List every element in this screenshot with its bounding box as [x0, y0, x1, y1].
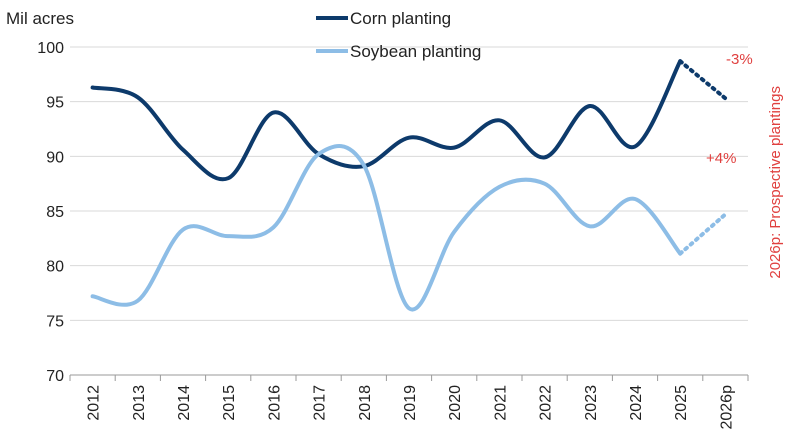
series-projection-soybean — [678, 212, 728, 256]
side-label-prospective: 2026p: Prospective plantings — [767, 86, 784, 279]
y-tick-labels: 70 75 80 85 90 95 100 — [37, 40, 64, 385]
y-tick-95: 95 — [46, 95, 64, 112]
annotation-corn-change: -3% — [726, 51, 753, 68]
gridlines — [70, 46, 748, 321]
y-axis-title: Mil acres — [6, 9, 74, 28]
x-tick-2021: 2021 — [492, 385, 509, 421]
x-tick-2012: 2012 — [86, 385, 103, 421]
y-tick-80: 80 — [46, 259, 64, 276]
x-tick-2014: 2014 — [176, 385, 193, 421]
y-tick-100: 100 — [37, 40, 64, 57]
x-tick-2020: 2020 — [447, 385, 464, 421]
x-tick-labels: 2012 2013 2014 2015 2016 2017 2018 2019 2020 2021… — [69, 375, 749, 430]
series-line-soybean — [90, 144, 683, 312]
x-tick-2017: 2017 — [312, 385, 329, 421]
y-tick-85: 85 — [46, 204, 64, 221]
x-tick-2015: 2015 — [221, 385, 238, 421]
x-tick-2023: 2023 — [583, 385, 600, 421]
legend: Corn planting Soybean planting — [316, 9, 481, 61]
x-tick-2022: 2022 — [538, 385, 555, 421]
y-tick-75: 75 — [46, 313, 64, 330]
legend-label-corn: Corn planting — [350, 9, 451, 28]
series-line-corn — [90, 59, 683, 182]
x-tick-2018: 2018 — [357, 385, 374, 421]
legend-label-soybean: Soybean planting — [350, 42, 481, 61]
x-tick-2024: 2024 — [628, 385, 645, 421]
series-projection-corn — [678, 59, 728, 101]
x-tick-2025: 2025 — [673, 385, 690, 421]
y-tick-70: 70 — [46, 368, 64, 385]
series-lines — [90, 59, 728, 312]
x-tick-2016: 2016 — [266, 385, 283, 421]
x-tick-2013: 2013 — [131, 385, 148, 421]
x-tick-2019: 2019 — [402, 385, 419, 421]
annotation-soybean-change: +4% — [706, 150, 736, 167]
y-tick-90: 90 — [46, 149, 64, 166]
x-tick-2026p: 2026p — [718, 385, 735, 430]
